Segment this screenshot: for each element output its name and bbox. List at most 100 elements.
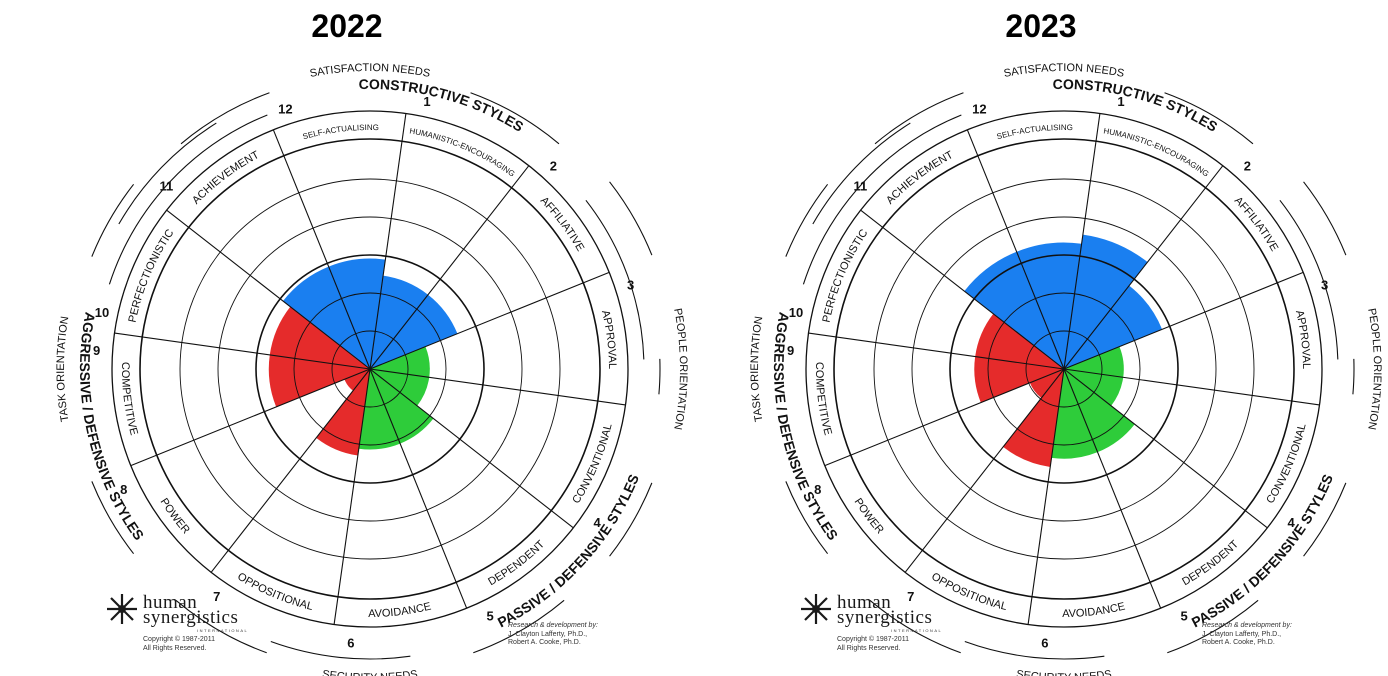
circumplex-chart-2022: HUMANISTIC-ENCOURAGING 1 AFFILIATIVE 2 APPRO… <box>55 62 689 676</box>
copyright-line: Copyright © 1987-2011 <box>837 636 909 643</box>
passive-arc <box>1352 358 1355 395</box>
task-arrow-top <box>785 183 829 257</box>
outer-ring <box>111 110 629 628</box>
style-label-10: PERFECTIONISTIC <box>127 227 177 323</box>
style-number-7: 7 <box>213 589 220 604</box>
spoke <box>369 368 468 609</box>
style-label-3: APPROVAL <box>1293 309 1312 369</box>
style-number-4: 4 <box>1288 515 1296 530</box>
style-label-2: AFFILIATIVE <box>538 195 586 254</box>
grid-ring <box>911 216 1217 522</box>
wedge-style-3 <box>1064 346 1124 378</box>
panel-2023: 2023 HUMANISTIC-ENCOURAGING 1 AFFILIATIVE 2… <box>694 0 1388 676</box>
style-label-9: COMPETITIVE <box>119 362 140 437</box>
style-number-1: 1 <box>423 94 430 109</box>
task-arrow-bottom <box>785 481 829 555</box>
spoke <box>1063 165 1224 370</box>
spoke <box>1027 368 1065 625</box>
wedge-style-7 <box>1003 369 1064 467</box>
wedge-style-3 <box>370 346 430 378</box>
grid-ring <box>949 254 1179 484</box>
wedge-style-6 <box>1051 369 1098 459</box>
passive-defensive-label: PASSIVE / DEFENSIVE STYLES <box>1189 472 1336 631</box>
passive-arc <box>658 358 661 395</box>
panel-2022: 2022 HUMANISTIC-ENCOURAGING 1 AFFILIATIVE 2… <box>55 8 689 676</box>
wedge-style-6 <box>358 369 401 450</box>
copyright-text: Copyright © 1987-2011 All Rights Reserve… <box>837 635 909 653</box>
task-arrow-top <box>91 183 135 257</box>
copyright-text: Copyright © 1987-2011 All Rights Reserve… <box>143 635 215 653</box>
wedge-style-12 <box>328 258 386 369</box>
security-arrow-left <box>175 599 267 654</box>
passive-defensive-label: PASSIVE / DEFENSIVE STYLES <box>495 472 642 631</box>
style-number-4: 4 <box>594 515 602 530</box>
style-label-11: ACHIEVEMENT <box>884 149 955 207</box>
style-label-1: HUMANISTIC-ENCOURAGING <box>409 126 517 178</box>
aggressive-arc-end <box>812 122 911 225</box>
spoke <box>1063 113 1101 370</box>
wedge-style-8 <box>344 369 370 391</box>
security-arrow-right <box>1167 599 1259 654</box>
grid-ring <box>331 330 409 408</box>
security-arrow-left <box>869 599 961 654</box>
style-number-10: 10 <box>789 305 803 320</box>
credits-author2: Robert A. Cooke, Ph.D. <box>508 639 581 646</box>
satisfaction-arrow-left <box>874 92 964 145</box>
style-number-2: 2 <box>1244 158 1251 173</box>
spoke <box>333 368 371 625</box>
style-label-4: CONVENTIONAL <box>1264 422 1308 505</box>
spoke <box>1063 368 1320 406</box>
rights-line: All Rights Reserved. <box>837 645 901 652</box>
logo-intl: INTERNATIONAL <box>197 628 249 633</box>
style-number-1: 1 <box>1117 94 1124 109</box>
logo-line1: human <box>143 592 198 613</box>
style-label-10: PERFECTIONISTIC <box>821 227 871 323</box>
chart-title-2023: 2023 <box>1005 8 1077 44</box>
grid-ring <box>1025 330 1103 408</box>
rights-line: All Rights Reserved. <box>143 645 207 652</box>
wedge-style-10 <box>975 313 1064 369</box>
style-number-5: 5 <box>486 608 493 623</box>
style-label-9: COMPETITIVE <box>813 362 834 437</box>
style-label-8: POWER <box>852 496 886 536</box>
credits-block: Research & development by: J. Clayton La… <box>1202 622 1292 648</box>
spoke <box>1063 368 1162 609</box>
copyright-line: Copyright © 1987-2011 <box>143 636 215 643</box>
style-number-2: 2 <box>550 158 557 173</box>
constructive-arc-right <box>585 199 645 360</box>
people-arrow-top <box>1303 181 1347 256</box>
style-number-6: 6 <box>347 635 354 650</box>
passive-arc-end <box>270 640 411 660</box>
wedge-style-4 <box>1064 369 1124 406</box>
satisfaction-arrow-left <box>180 92 270 145</box>
logo-line2: synergistics <box>143 607 239 628</box>
style-label-6: AVOIDANCE <box>368 600 432 620</box>
people-arrow-top <box>609 181 653 256</box>
spoke <box>210 368 371 573</box>
wedge-style-5 <box>370 369 434 444</box>
style-number-12: 12 <box>972 101 986 116</box>
spoke <box>966 129 1065 370</box>
spoke <box>824 368 1065 467</box>
spoke <box>1063 271 1304 370</box>
style-number-10: 10 <box>95 305 109 320</box>
spoke <box>166 209 371 370</box>
wedge-style-2 <box>1064 285 1163 369</box>
outer-ring <box>805 110 1323 628</box>
credits-author1: J. Clayton Lafferty, Ph.D., <box>1202 630 1282 638</box>
satisfaction-arrow-right <box>470 92 560 145</box>
circumplex-chart-2023: HUMANISTIC-ENCOURAGING 1 AFFILIATIVE 2 APPRO… <box>749 62 1383 676</box>
style-number-7: 7 <box>907 589 914 604</box>
grid-ring <box>139 138 601 600</box>
style-number-8: 8 <box>120 482 127 497</box>
style-label-11: ACHIEVEMENT <box>190 149 261 207</box>
people-orientation-label: PEOPLE ORIENTATION <box>1365 307 1383 430</box>
security-arrow-right <box>473 599 565 654</box>
style-number-12: 12 <box>278 101 292 116</box>
grid-ring <box>293 292 447 446</box>
spoke <box>369 368 626 406</box>
style-number-5: 5 <box>1180 608 1187 623</box>
grid-ring <box>987 292 1141 446</box>
grid-ring <box>255 254 485 484</box>
style-number-6: 6 <box>1041 635 1048 650</box>
